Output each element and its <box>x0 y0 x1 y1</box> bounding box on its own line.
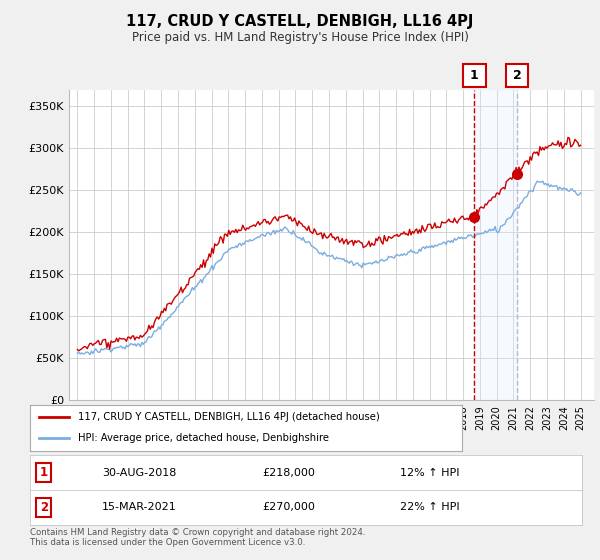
Text: 117, CRUD Y CASTELL, DENBIGH, LL16 4PJ: 117, CRUD Y CASTELL, DENBIGH, LL16 4PJ <box>127 14 473 29</box>
Text: Contains HM Land Registry data © Crown copyright and database right 2024.
This d: Contains HM Land Registry data © Crown c… <box>30 528 365 547</box>
Text: 1: 1 <box>40 466 48 479</box>
Text: 12% ↑ HPI: 12% ↑ HPI <box>400 468 460 478</box>
Text: 22% ↑ HPI: 22% ↑ HPI <box>400 502 460 512</box>
Text: 15-MAR-2021: 15-MAR-2021 <box>102 502 176 512</box>
Text: £218,000: £218,000 <box>262 468 315 478</box>
Text: 1: 1 <box>470 69 479 82</box>
Text: 117, CRUD Y CASTELL, DENBIGH, LL16 4PJ (detached house): 117, CRUD Y CASTELL, DENBIGH, LL16 4PJ (… <box>77 412 379 422</box>
Text: Price paid vs. HM Land Registry's House Price Index (HPI): Price paid vs. HM Land Registry's House … <box>131 31 469 44</box>
Text: 30-AUG-2018: 30-AUG-2018 <box>102 468 176 478</box>
Text: 2: 2 <box>40 501 48 514</box>
Text: HPI: Average price, detached house, Denbighshire: HPI: Average price, detached house, Denb… <box>77 433 329 444</box>
Text: 2: 2 <box>512 69 521 82</box>
Bar <box>475 90 517 400</box>
Text: £270,000: £270,000 <box>262 502 315 512</box>
